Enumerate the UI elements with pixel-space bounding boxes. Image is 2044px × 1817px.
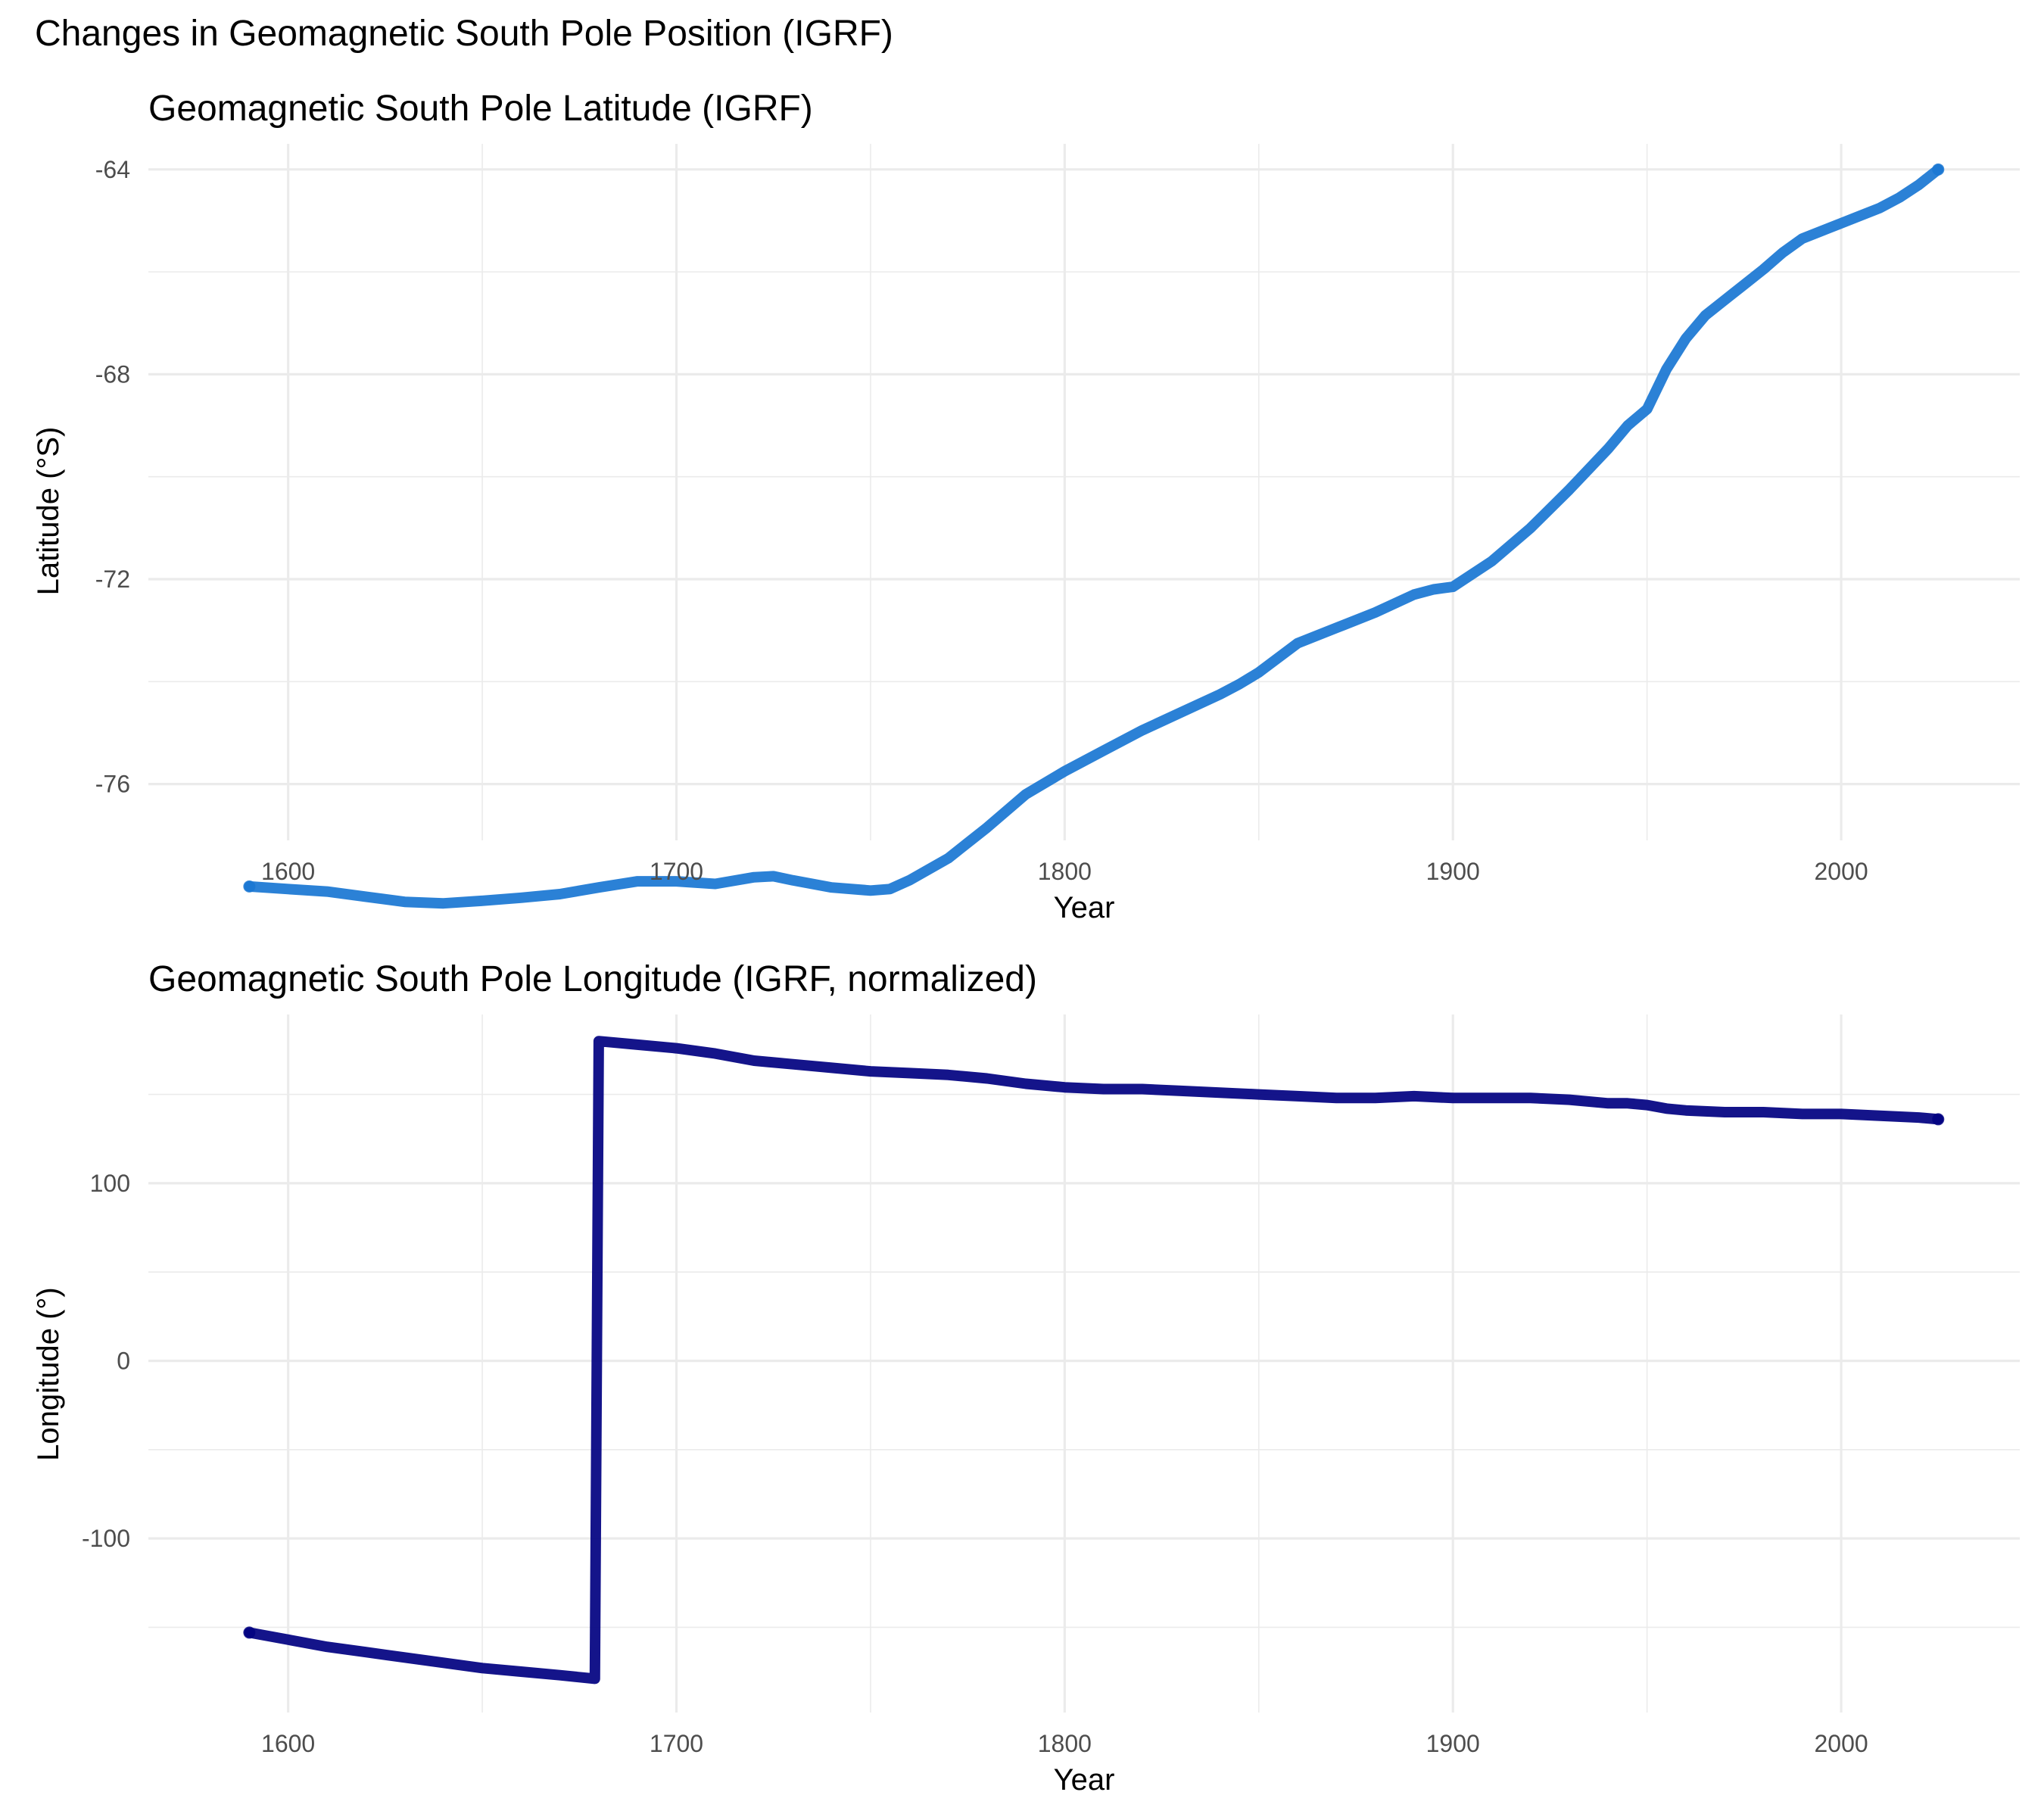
figure-title: Changes in Geomagnetic South Pole Positi… [35, 14, 893, 54]
longitude-x-tick-label: 1900 [1426, 1730, 1480, 1757]
longitude-x-tick-label: 1800 [1038, 1730, 1092, 1757]
latitude-y-tick-label: -68 [95, 360, 130, 388]
latitude-grid [148, 144, 2020, 840]
longitude-series-line [244, 1036, 1944, 1685]
latitude-series-line [244, 164, 1944, 909]
latitude-x-tick-label: 1700 [650, 858, 703, 885]
latitude-y-tick-label: -72 [95, 566, 130, 593]
longitude-y-tick-label: 100 [90, 1170, 130, 1197]
longitude-grid [148, 1014, 2020, 1713]
longitude-y-tick-label: -100 [82, 1525, 130, 1552]
latitude-x-tick-label: 1600 [261, 858, 315, 885]
latitude-y-tick-label: -64 [95, 156, 130, 183]
longitude-data-point [1932, 1113, 1945, 1126]
longitude-data-point [243, 1626, 256, 1639]
longitude-y-tick-label: 0 [117, 1347, 130, 1374]
latitude-y-axis-title: Latitude (°S) [32, 427, 65, 596]
latitude-tick-labels: 1600 1700 1800 1900 2000 -76 -72 -68 -64 [95, 156, 1868, 885]
latitude-series [243, 163, 1945, 909]
longitude-panel: Geomagnetic South Pole Longitude (IGRF, … [32, 959, 2020, 1797]
latitude-x-tick-label: 1800 [1038, 858, 1092, 885]
latitude-y-tick-label: -76 [95, 771, 130, 798]
latitude-panel-title: Geomagnetic South Pole Latitude (IGRF) [148, 89, 813, 129]
longitude-y-axis-title: Longitude (°) [32, 1287, 65, 1460]
longitude-x-tick-label: 1600 [261, 1730, 315, 1757]
latitude-x-tick-label: 2000 [1814, 858, 1868, 885]
longitude-series [243, 1036, 1945, 1685]
longitude-panel-title: Geomagnetic South Pole Longitude (IGRF, … [148, 959, 1037, 999]
longitude-x-tick-label: 2000 [1814, 1730, 1868, 1757]
latitude-panel: Geomagnetic South Pole Latitude (IGRF) 1… [32, 89, 2020, 924]
latitude-x-axis-title: Year [1054, 891, 1115, 924]
latitude-data-point [243, 880, 256, 893]
longitude-x-axis-title: Year [1054, 1763, 1115, 1797]
latitude-x-tick-label: 1900 [1426, 858, 1480, 885]
latitude-data-point [1932, 163, 1945, 176]
longitude-x-tick-label: 1700 [650, 1730, 703, 1757]
longitude-tick-labels: 1600 1700 1800 1900 2000 -100 0 100 [82, 1170, 1868, 1757]
